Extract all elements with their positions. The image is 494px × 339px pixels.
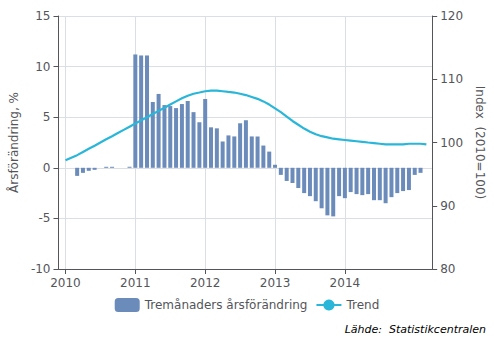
svg-text:80: 80 [440,262,455,276]
svg-text:2013: 2013 [260,276,291,290]
svg-text:Tremånaders årsförändring: Tremånaders årsförändring [144,298,308,312]
svg-text:100: 100 [440,136,463,150]
svg-text:2011: 2011 [120,276,151,290]
svg-text:-10: -10 [31,262,51,276]
svg-text:120: 120 [440,9,463,23]
svg-text:10: 10 [35,60,50,74]
svg-text:Trend: Trend [345,298,379,312]
svg-text:2014: 2014 [330,276,361,290]
svg-text:5: 5 [43,110,51,124]
svg-text:Lähde: Statistikcentralen: Lähde: Statistikcentralen [345,323,486,336]
svg-text:0: 0 [43,161,51,175]
svg-text:Index (2010=100): Index (2010=100) [473,86,487,200]
svg-text:2010: 2010 [50,276,81,290]
svg-text:90: 90 [440,199,455,213]
svg-text:15: 15 [35,9,50,23]
svg-text:Årsförändring, %: Årsförändring, % [6,92,21,193]
svg-text:-5: -5 [39,211,51,225]
svg-text:2012: 2012 [190,276,221,290]
svg-text:110: 110 [440,72,463,86]
